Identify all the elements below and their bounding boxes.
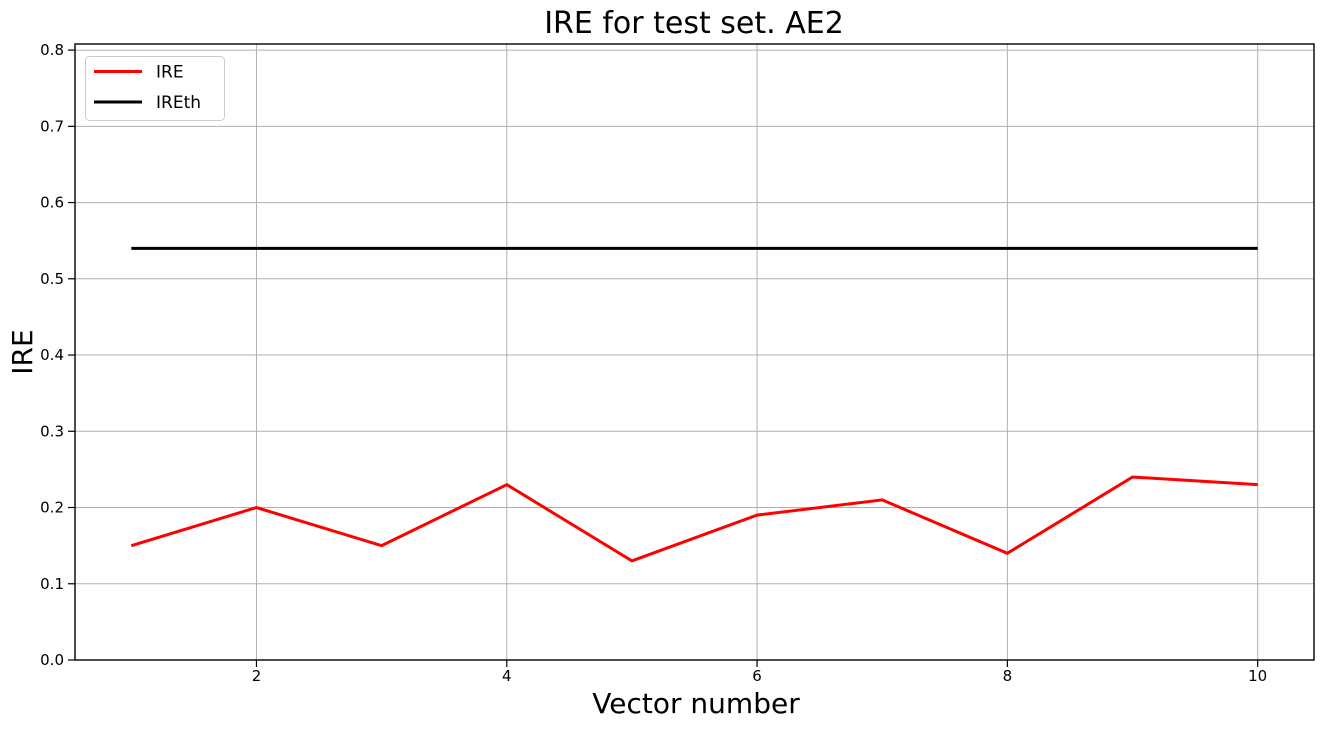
y-tick-label: 0.1 [40, 575, 64, 593]
y-tick-label: 0.7 [40, 117, 64, 135]
y-tick-label: 0.6 [40, 194, 64, 212]
y-tick-label: 0.4 [40, 346, 64, 364]
y-tick-label: 0.5 [40, 270, 64, 288]
x-tick-label: 10 [1248, 667, 1267, 685]
x-tick-label: 4 [502, 667, 512, 685]
x-tick-label: 6 [752, 667, 762, 685]
series-line-ire [130, 475, 1258, 563]
series-lines [130, 246, 1258, 563]
axis-ticks [68, 49, 1259, 667]
y-tick-label: 0.8 [40, 41, 64, 59]
y-tick-label: 0.0 [40, 651, 64, 669]
x-axis-label: Vector number [592, 687, 800, 720]
legend: IRE IREth [85, 56, 225, 121]
plot-border [74, 43, 1315, 661]
chart-title: IRE for test set. AE2 [544, 6, 844, 41]
tick-labels: 2 4 6 8 10 0.0 0.1 0.2 0.3 0.4 0.5 0.6 0.7 0.8 [40, 41, 1267, 685]
legend-label-ireth: IREth [156, 93, 201, 113]
legend-label-ire: IRE [156, 63, 184, 83]
gridlines [75, 44, 1314, 661]
x-tick-label: 2 [252, 667, 262, 685]
legend-box [85, 56, 225, 121]
x-tick-label: 8 [1003, 667, 1013, 685]
y-tick-label: 0.2 [40, 499, 64, 517]
y-tick-label: 0.3 [40, 422, 64, 440]
y-axis-label: IRE [6, 329, 39, 374]
